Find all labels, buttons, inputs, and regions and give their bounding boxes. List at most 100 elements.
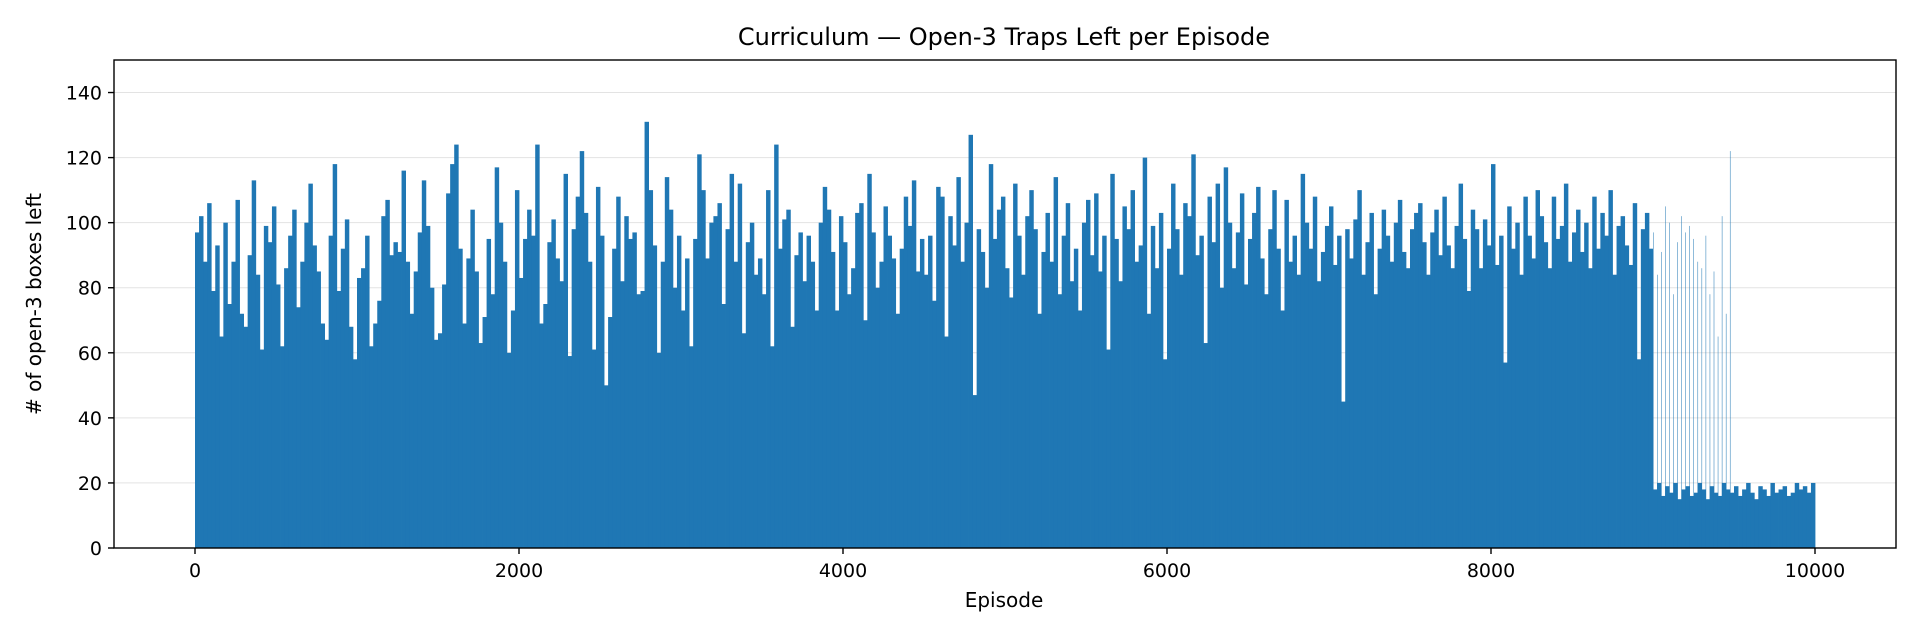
episode-bar: [996, 209, 1002, 549]
episode-bar: [1215, 183, 1221, 549]
episode-bar: [284, 268, 289, 548]
episode-bar: [1256, 186, 1261, 548]
episode-bar: [239, 313, 244, 548]
episode-bar: [1584, 222, 1589, 548]
episode-bar: [1474, 229, 1480, 548]
episode-bar: [1713, 492, 1719, 548]
episode-bar: [531, 235, 536, 548]
episode-bar: [952, 245, 957, 548]
episode-bar: [539, 323, 544, 548]
episode-bar: [1175, 229, 1180, 548]
episode-bar: [1207, 196, 1212, 548]
episode-bar: [1296, 274, 1302, 548]
episode-bar: [859, 203, 864, 548]
episode-bar: [1025, 216, 1030, 548]
episode-bar: [1717, 336, 1719, 548]
episode-bar: [1713, 271, 1715, 548]
episode-bar: [907, 225, 913, 549]
x-tick-label: 6000: [1143, 560, 1191, 582]
episode-bar: [924, 274, 929, 548]
episode-bar: [247, 255, 253, 548]
episode-bar: [563, 173, 568, 548]
episode-bar: [1288, 261, 1293, 548]
episode-bar: [1657, 482, 1662, 548]
episode-bar: [1426, 274, 1431, 548]
episode-bar: [867, 173, 872, 548]
episode-bar: [215, 245, 220, 548]
episode-bar: [1223, 167, 1229, 549]
episode-bar: [1766, 495, 1771, 548]
episode-bar: [798, 232, 803, 548]
episode-bar: [1665, 206, 1666, 548]
episode-bar: [1304, 222, 1310, 548]
episode-bar: [1438, 255, 1443, 548]
episode-bar: [1511, 248, 1516, 548]
episode-bar: [672, 287, 678, 548]
episode-bar: [1555, 238, 1561, 548]
episode-bar: [320, 323, 325, 548]
episode-bar: [1284, 199, 1289, 549]
episode-bar: [1183, 203, 1188, 548]
episode-bar: [276, 284, 281, 548]
episode-bar: [1393, 222, 1399, 548]
episode-bar: [1199, 235, 1204, 548]
episode-bar: [300, 261, 305, 548]
episode-bar: [450, 164, 455, 548]
y-tick-label: 60: [78, 343, 102, 365]
episode-bar: [1009, 297, 1014, 548]
episode-bar: [1150, 225, 1156, 549]
episode-bar: [389, 255, 394, 548]
y-tick-label: 80: [78, 278, 102, 300]
episode-bar: [1750, 492, 1755, 548]
episode-bar: [911, 180, 917, 548]
episode-bar: [1442, 196, 1447, 548]
episode-bar: [405, 261, 411, 548]
episode-bar: [762, 294, 767, 548]
episode-bar: [1531, 258, 1536, 548]
episode-bar: [1434, 209, 1439, 549]
episode-bar: [855, 212, 860, 548]
episode-bar: [644, 121, 649, 549]
episode-bar: [308, 183, 313, 549]
episode-bar: [628, 238, 633, 548]
episode-bar: [652, 245, 658, 548]
episode-bar: [774, 144, 779, 548]
episode-bar: [1653, 232, 1654, 548]
episode-bar: [1341, 401, 1346, 548]
episode-bar: [992, 238, 998, 548]
plot-frame: [113, 59, 1897, 549]
episode-bar: [1600, 212, 1605, 548]
episode-bar: [1397, 199, 1403, 549]
episode-bar: [733, 261, 739, 548]
episode-bar: [1086, 199, 1091, 549]
episode-bar: [1430, 232, 1435, 548]
episode-bar: [259, 349, 265, 548]
episode-bar: [1729, 151, 1731, 549]
episode-bar: [506, 352, 512, 548]
episode-bar: [1118, 281, 1123, 548]
episode-bar: [1264, 294, 1269, 548]
episode-bar: [1110, 173, 1115, 548]
episode-bar: [478, 343, 483, 548]
episode-bar: [1620, 216, 1626, 548]
episode-bar: [365, 235, 370, 548]
episode-bar: [1260, 258, 1265, 548]
episode-bar: [567, 356, 573, 548]
episode-bar: [280, 346, 285, 548]
episode-bar: [1385, 235, 1391, 548]
episode-bar: [1053, 177, 1059, 548]
episode-bar: [608, 317, 613, 548]
episode-bar: [1725, 313, 1727, 548]
episode-bar: [446, 193, 451, 549]
episode-bar: [782, 219, 787, 548]
episode-bar: [895, 313, 901, 548]
episode-bar: [1138, 245, 1144, 548]
episode-bar: [304, 222, 309, 548]
episode-bar: [1746, 482, 1751, 548]
episode-bar: [1734, 486, 1739, 548]
episode-bar: [231, 261, 236, 548]
episode-bar: [255, 274, 261, 548]
episode-bar: [369, 346, 374, 548]
episode-bar: [668, 209, 674, 549]
